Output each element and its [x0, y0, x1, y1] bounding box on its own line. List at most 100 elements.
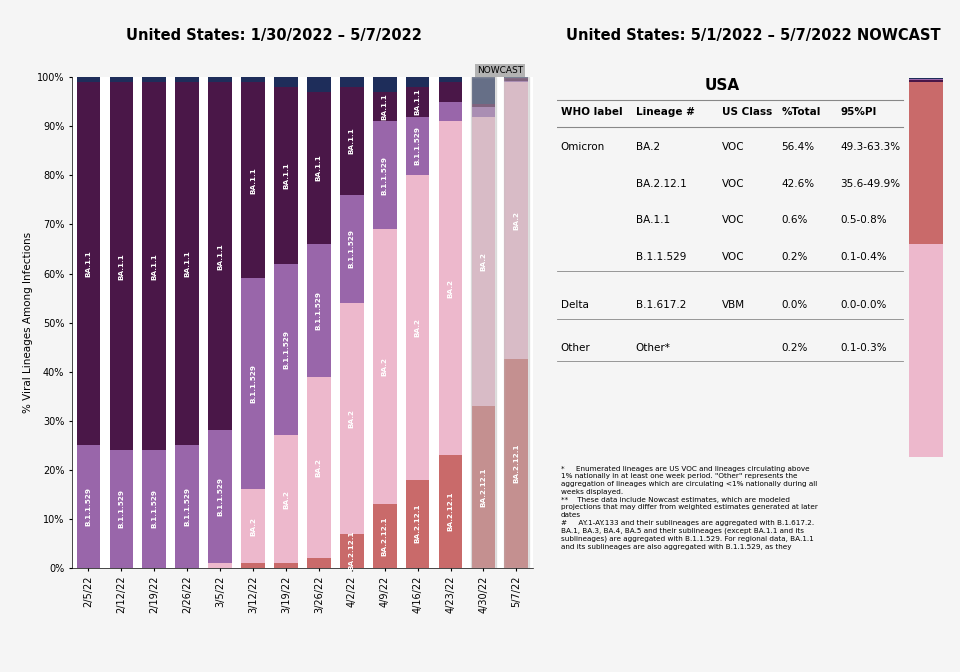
- Bar: [275, 77, 298, 87]
- Bar: [208, 563, 232, 568]
- Bar: [307, 558, 330, 568]
- Text: VOC: VOC: [722, 216, 745, 226]
- Bar: [176, 77, 199, 82]
- Bar: [471, 77, 495, 568]
- Bar: [142, 450, 166, 568]
- Text: BA.1.1: BA.1.1: [118, 253, 125, 280]
- Text: BA.1.1: BA.1.1: [316, 155, 322, 181]
- Bar: [406, 87, 429, 116]
- Bar: [241, 77, 265, 82]
- Bar: [176, 445, 199, 568]
- Text: BA.2: BA.2: [283, 490, 289, 509]
- Text: BA.1.1: BA.1.1: [85, 250, 91, 277]
- Bar: [439, 77, 463, 82]
- Bar: [275, 435, 298, 563]
- Text: United States: 1/30/2022 – 5/7/2022: United States: 1/30/2022 – 5/7/2022: [126, 28, 421, 42]
- Bar: [142, 82, 166, 450]
- Bar: [909, 78, 943, 79]
- Text: BA.1.1: BA.1.1: [348, 128, 355, 155]
- Bar: [372, 77, 396, 92]
- Text: B.1.1.529: B.1.1.529: [283, 330, 289, 369]
- Bar: [340, 195, 364, 303]
- Text: BA.2: BA.2: [514, 211, 519, 230]
- Text: B.1.1.529: B.1.1.529: [152, 489, 157, 528]
- Text: BA.2.12.1: BA.2.12.1: [382, 516, 388, 556]
- Text: BA.1.1: BA.1.1: [152, 253, 157, 280]
- Text: United States: 5/1/2022 – 5/7/2022 NOWCAST: United States: 5/1/2022 – 5/7/2022 NOWCA…: [566, 28, 941, 42]
- Bar: [439, 102, 463, 122]
- Text: BA.2: BA.2: [447, 279, 453, 298]
- Text: Omicron: Omicron: [561, 142, 605, 152]
- Text: B.1.1.529: B.1.1.529: [184, 487, 190, 526]
- Text: BA.2: BA.2: [480, 252, 487, 271]
- Text: B.1.1.529: B.1.1.529: [217, 477, 223, 516]
- Bar: [406, 175, 429, 480]
- Text: Delta: Delta: [561, 300, 588, 310]
- Text: BA.1.1: BA.1.1: [382, 93, 388, 120]
- Text: 0.5-0.8%: 0.5-0.8%: [840, 216, 887, 226]
- Bar: [439, 122, 463, 455]
- Bar: [505, 77, 528, 78]
- Bar: [307, 77, 330, 92]
- Bar: [109, 450, 133, 568]
- Text: 42.6%: 42.6%: [781, 179, 814, 189]
- Bar: [275, 263, 298, 435]
- Text: WHO label: WHO label: [561, 108, 622, 118]
- Bar: [109, 82, 133, 450]
- Text: BA.2.12.1: BA.2.12.1: [636, 179, 686, 189]
- Bar: [142, 77, 166, 82]
- Text: Other: Other: [561, 343, 590, 353]
- Bar: [340, 77, 364, 87]
- Bar: [372, 504, 396, 568]
- Text: 0.1-0.3%: 0.1-0.3%: [840, 343, 887, 353]
- Text: 0.0-0.0%: 0.0-0.0%: [840, 300, 887, 310]
- Text: 0.1-0.4%: 0.1-0.4%: [840, 252, 887, 262]
- Bar: [208, 431, 232, 563]
- Bar: [241, 278, 265, 489]
- Bar: [340, 303, 364, 534]
- Text: BA.2: BA.2: [250, 517, 256, 536]
- Text: 0.2%: 0.2%: [781, 343, 807, 353]
- Bar: [504, 77, 529, 568]
- Text: 0.2%: 0.2%: [781, 252, 807, 262]
- Text: B.1.1.529: B.1.1.529: [250, 364, 256, 403]
- Text: VOC: VOC: [722, 179, 745, 189]
- Text: 35.6-49.9%: 35.6-49.9%: [840, 179, 900, 189]
- Bar: [439, 455, 463, 568]
- Bar: [505, 78, 528, 81]
- Text: B.1.1.529: B.1.1.529: [382, 156, 388, 195]
- Text: 0.6%: 0.6%: [781, 216, 807, 226]
- Text: 49.3-63.3%: 49.3-63.3%: [840, 142, 900, 152]
- Text: B.1.1.529: B.1.1.529: [348, 229, 355, 269]
- Bar: [909, 83, 943, 244]
- Text: BA.2.12.1: BA.2.12.1: [415, 504, 420, 544]
- Bar: [505, 82, 528, 359]
- Bar: [275, 87, 298, 263]
- Bar: [471, 107, 495, 116]
- Text: US Class: US Class: [722, 108, 773, 118]
- Bar: [505, 81, 528, 82]
- Bar: [208, 82, 232, 431]
- Bar: [208, 77, 232, 82]
- Text: *     Enumerated lineages are US VOC and lineages circulating above
1% nationall: * Enumerated lineages are US VOC and lin…: [561, 466, 818, 550]
- Text: B.1.1.529: B.1.1.529: [85, 487, 91, 526]
- Text: Lineage #: Lineage #: [636, 108, 694, 118]
- Text: VBM: VBM: [722, 300, 745, 310]
- Text: BA.1.1: BA.1.1: [250, 167, 256, 194]
- Text: BA.2.12.1: BA.2.12.1: [348, 531, 355, 571]
- Bar: [307, 244, 330, 376]
- Bar: [241, 489, 265, 563]
- Bar: [340, 534, 364, 568]
- Bar: [909, 244, 943, 457]
- Bar: [176, 82, 199, 445]
- Text: BA.2: BA.2: [415, 318, 420, 337]
- Bar: [241, 82, 265, 278]
- Text: VOC: VOC: [722, 142, 745, 152]
- Bar: [77, 82, 100, 445]
- Bar: [307, 92, 330, 244]
- Bar: [77, 445, 100, 568]
- Text: B.1.1.529: B.1.1.529: [118, 489, 125, 528]
- Text: BA.1.1: BA.1.1: [184, 250, 190, 277]
- Bar: [471, 116, 495, 406]
- Bar: [909, 79, 943, 80]
